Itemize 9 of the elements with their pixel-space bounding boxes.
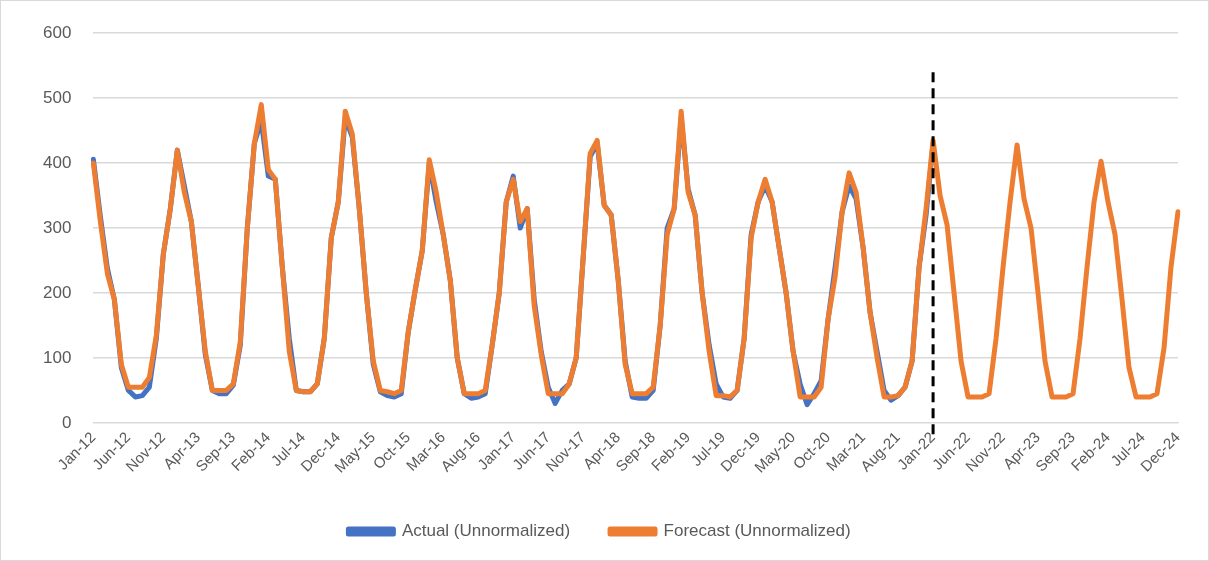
y-tick-label: 600 bbox=[42, 22, 72, 42]
legend-label: Forecast (Unnormalized) bbox=[663, 521, 851, 541]
y-tick-label: 300 bbox=[42, 217, 72, 237]
legend-label: Actual (Unnormalized) bbox=[401, 521, 571, 541]
y-tick-label: 500 bbox=[42, 87, 72, 107]
y-tick-label: 200 bbox=[42, 282, 72, 302]
y-tick-label: 0 bbox=[61, 412, 72, 432]
y-tick-label: 400 bbox=[42, 152, 72, 172]
y-tick-label: 100 bbox=[42, 347, 72, 367]
